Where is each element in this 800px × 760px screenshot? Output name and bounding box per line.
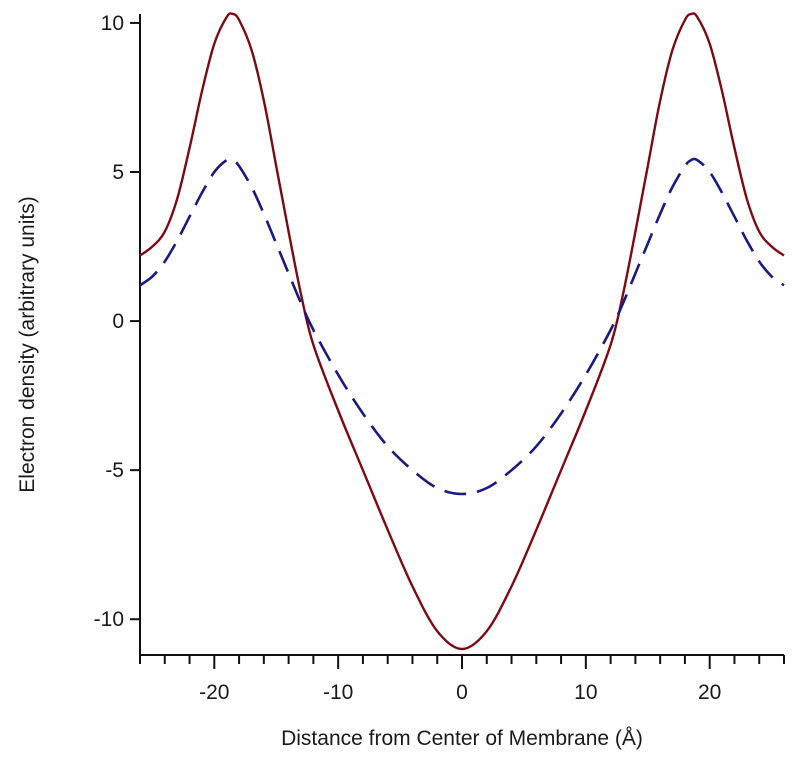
series-layer [139,12,785,651]
x-tick-label: 10 [574,681,597,704]
x-ticks: -20 -10 0 10 20 [139,655,785,704]
y-tick-label: -10 [94,608,124,631]
y-tick-label: -5 [105,459,124,482]
x-tick-label: -20 [199,681,229,704]
x-axis-label: Distance from Center of Membrane (Å) [281,727,643,750]
solid-series-line [139,12,785,651]
plot-area: -10 -5 0 5 10 -20 -10 0 10 20 [94,12,785,704]
y-tick-label: 10 [101,12,124,35]
x-tick-label: 20 [698,681,721,704]
y-tick-label: 5 [112,161,124,184]
x-tick-label: 0 [456,681,468,704]
y-axis-label: Electron density (arbitrary units) [16,196,39,492]
y-ticks: -10 -5 0 5 10 [94,12,140,631]
dashed-series-line [139,157,785,496]
x-tick-label: -10 [323,681,353,704]
y-tick-label: 0 [112,310,124,333]
